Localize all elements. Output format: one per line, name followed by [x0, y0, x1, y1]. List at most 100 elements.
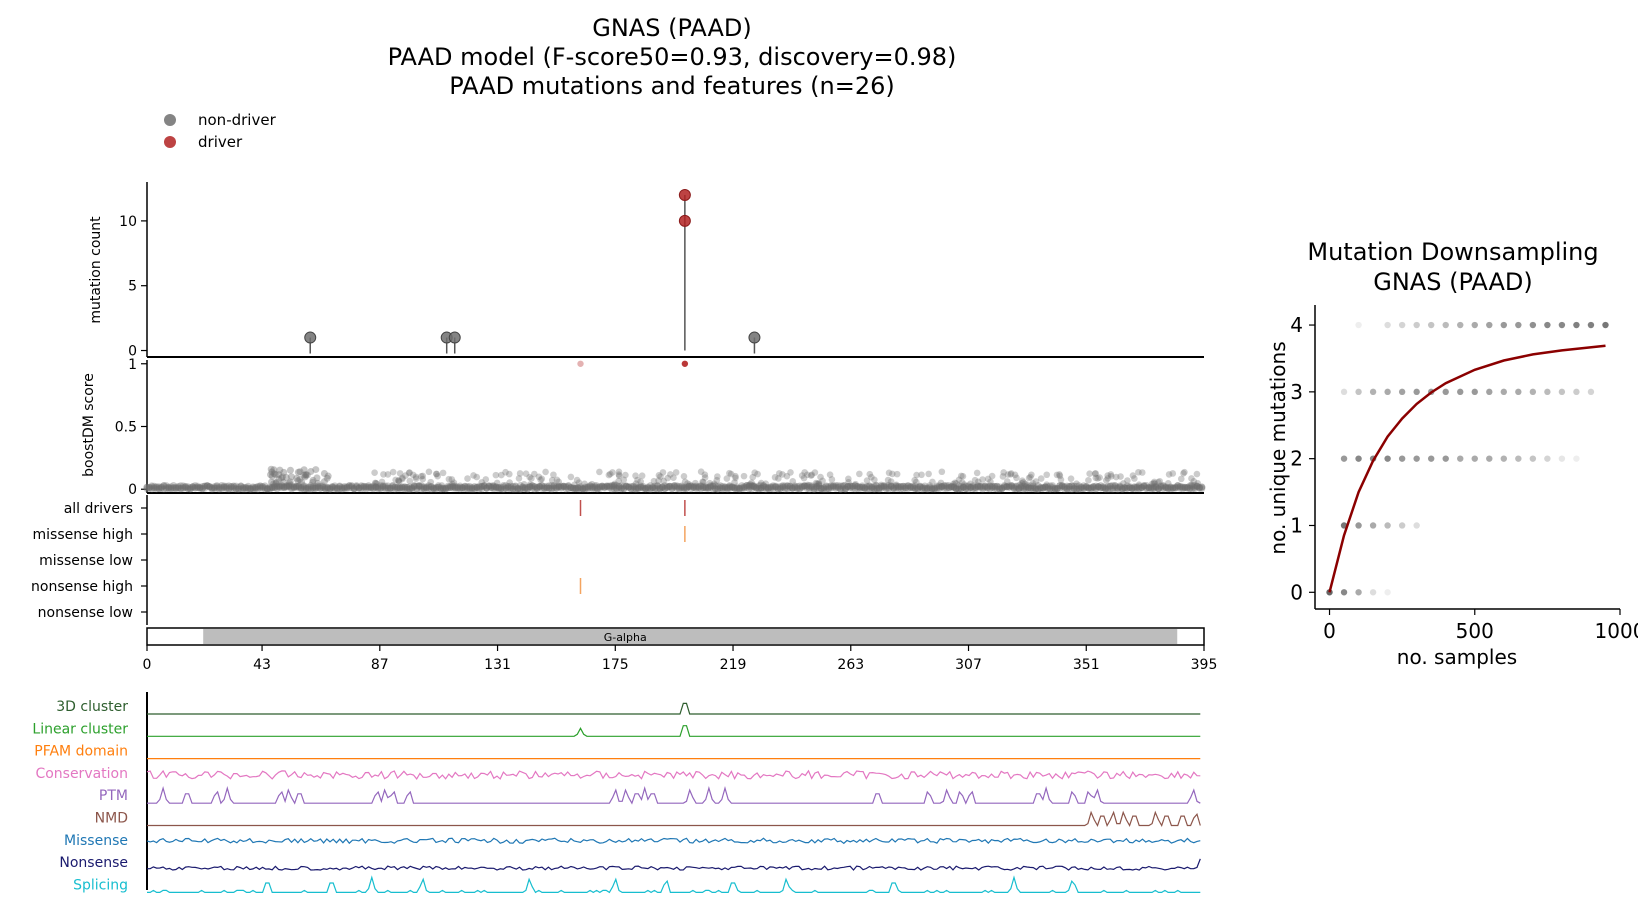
boostdm-background-point [774, 485, 782, 493]
boostdm-background-point [1089, 484, 1097, 492]
boostdm-background-point [820, 485, 828, 493]
boostdm-background-point [456, 484, 464, 492]
boostdm-background-point [569, 484, 577, 492]
boostdm-background-point [639, 484, 647, 492]
boostdm-background-point [1126, 484, 1134, 492]
boostdm-background-point [487, 482, 495, 490]
boostdm-background-point [709, 482, 717, 490]
boostdm-background-point [225, 485, 233, 493]
legend-label-non-driver: non-driver [198, 111, 277, 129]
boostdm-background-point [323, 474, 331, 482]
boostdm-background-point [560, 482, 568, 490]
boostdm-background-point [302, 484, 310, 492]
boostdm-background-point [314, 482, 322, 490]
boostdm-background-point [743, 482, 751, 490]
boostdm-background-point [861, 484, 869, 492]
boostdm-background-point [271, 471, 279, 479]
boostdm-background-point [432, 484, 440, 492]
boostdm-background-point [747, 483, 755, 491]
boostdm-background-point [834, 484, 842, 492]
boostdm-background-point [964, 483, 972, 491]
boostdm-background-point [1008, 482, 1016, 490]
boostdm-background-point [752, 484, 760, 492]
boostdm-background-point [1116, 483, 1124, 491]
boostdm-background-point [483, 484, 491, 492]
boostdm-background-point [1085, 484, 1093, 492]
boostdm-background-point [899, 482, 907, 490]
boostdm-background-point [277, 474, 285, 482]
boostdm-background-point [1198, 483, 1206, 491]
boostdm-background-point [755, 482, 763, 490]
boostdm-background-point [962, 485, 970, 493]
boostdm-background-point [333, 485, 341, 493]
boostdm-background-point [1077, 485, 1085, 493]
boostdm-background-point [288, 485, 296, 493]
boostdm-background-point [425, 483, 433, 491]
boostdm-background-point [955, 482, 963, 490]
boostdm-background-point [1145, 484, 1153, 492]
boostdm-background-point [567, 484, 575, 492]
boostdm-background-point [516, 470, 524, 477]
boostdm-background-point [259, 483, 267, 491]
boostdm-background-point [817, 484, 825, 492]
boostdm-background-point [304, 485, 312, 493]
position-xtick-label: 219 [720, 657, 747, 673]
downsampling-point [1369, 589, 1377, 596]
boostdm-background-point [283, 482, 291, 490]
boostdm-background-point [1159, 484, 1167, 492]
boostdm-background-point [516, 481, 524, 489]
boostdm-background-point [984, 484, 992, 492]
boostdm-background-point [540, 484, 548, 492]
boostdm-background-point [1034, 485, 1042, 493]
boostdm-background-point [837, 482, 845, 490]
boostdm-background-point [542, 468, 549, 476]
boostdm-background-point [533, 483, 541, 491]
boostdm-background-point [577, 485, 585, 493]
boostdm-background-point [889, 470, 896, 478]
boostdm-background-point [1128, 484, 1136, 492]
boostdm-background-point [160, 482, 168, 490]
boostdm-background-point [415, 482, 423, 490]
boostdm-background-point [189, 483, 197, 491]
boostdm-background-point [406, 477, 414, 485]
boostdm-background-point [971, 476, 979, 484]
boostdm-background-point [1171, 484, 1179, 492]
boostdm-background-point [605, 482, 613, 490]
boostdm-background-point [194, 482, 202, 490]
boostdm-background-point [526, 481, 534, 488]
boostdm-background-point [1056, 482, 1064, 490]
boostdm-background-point [764, 484, 772, 492]
boostdm-background-point [706, 479, 714, 487]
downsampling-point [1384, 522, 1391, 529]
boostdm-background-point [418, 483, 426, 491]
position-xtick-label: 0 [143, 657, 152, 673]
boostdm-background-point [478, 485, 486, 493]
boostdm-background-point [598, 482, 606, 490]
boostdm-background-point [841, 485, 849, 493]
boostdm-background-point [1186, 485, 1194, 493]
boostdm-background-point [296, 468, 304, 476]
boostdm-background-point [157, 483, 165, 491]
boostdm-background-point [502, 484, 510, 492]
downsampling-point [1427, 455, 1435, 462]
boostdm-background-point [427, 478, 435, 486]
boostdm-background-point [396, 484, 404, 492]
boostdm-background-point [892, 482, 900, 490]
boostdm-background-point [1051, 484, 1059, 492]
boostdm-background-point [381, 485, 389, 493]
boostdm-background-point [331, 482, 339, 490]
boostdm-background-point [331, 484, 339, 492]
boostdm-background-point [1138, 484, 1146, 492]
boostdm-background-point [943, 483, 951, 491]
boostdm-background-point [1021, 480, 1029, 488]
boostdm-background-point [844, 482, 852, 490]
boostdm-background-point [304, 484, 312, 492]
boostdm-background-point [343, 483, 351, 491]
downsampling-point [1413, 388, 1420, 396]
boostdm-background-point [967, 483, 975, 491]
position-xtick-label: 395 [1191, 657, 1218, 673]
boostdm-background-point [655, 477, 662, 484]
boostdm-background-point [750, 482, 758, 490]
boostdm-background-point [446, 484, 454, 492]
boostdm-background-point [935, 483, 943, 491]
